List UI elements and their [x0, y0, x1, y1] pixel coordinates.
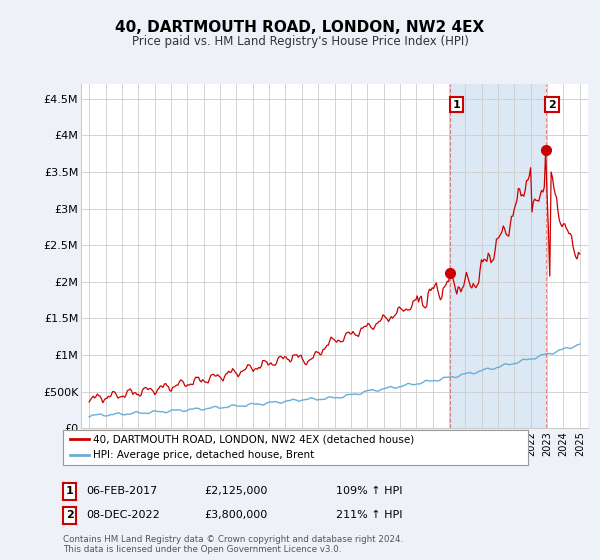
- Text: 1: 1: [453, 100, 460, 110]
- Text: 08-DEC-2022: 08-DEC-2022: [86, 510, 160, 520]
- Text: Contains HM Land Registry data © Crown copyright and database right 2024.
This d: Contains HM Land Registry data © Crown c…: [63, 535, 403, 554]
- Text: 2: 2: [548, 100, 556, 110]
- Text: £2,125,000: £2,125,000: [204, 486, 268, 496]
- Text: 1: 1: [66, 486, 73, 496]
- Text: £3,800,000: £3,800,000: [204, 510, 267, 520]
- Text: 06-FEB-2017: 06-FEB-2017: [86, 486, 157, 496]
- Text: 211% ↑ HPI: 211% ↑ HPI: [336, 510, 403, 520]
- Text: 40, DARTMOUTH ROAD, LONDON, NW2 4EX: 40, DARTMOUTH ROAD, LONDON, NW2 4EX: [115, 20, 485, 35]
- Text: 2: 2: [66, 510, 73, 520]
- Bar: [450, 84, 546, 428]
- Text: Price paid vs. HM Land Registry's House Price Index (HPI): Price paid vs. HM Land Registry's House …: [131, 35, 469, 48]
- Text: 40, DARTMOUTH ROAD, LONDON, NW2 4EX (detached house): 40, DARTMOUTH ROAD, LONDON, NW2 4EX (det…: [93, 435, 415, 445]
- Text: HPI: Average price, detached house, Brent: HPI: Average price, detached house, Bren…: [93, 450, 314, 460]
- Text: 109% ↑ HPI: 109% ↑ HPI: [336, 486, 403, 496]
